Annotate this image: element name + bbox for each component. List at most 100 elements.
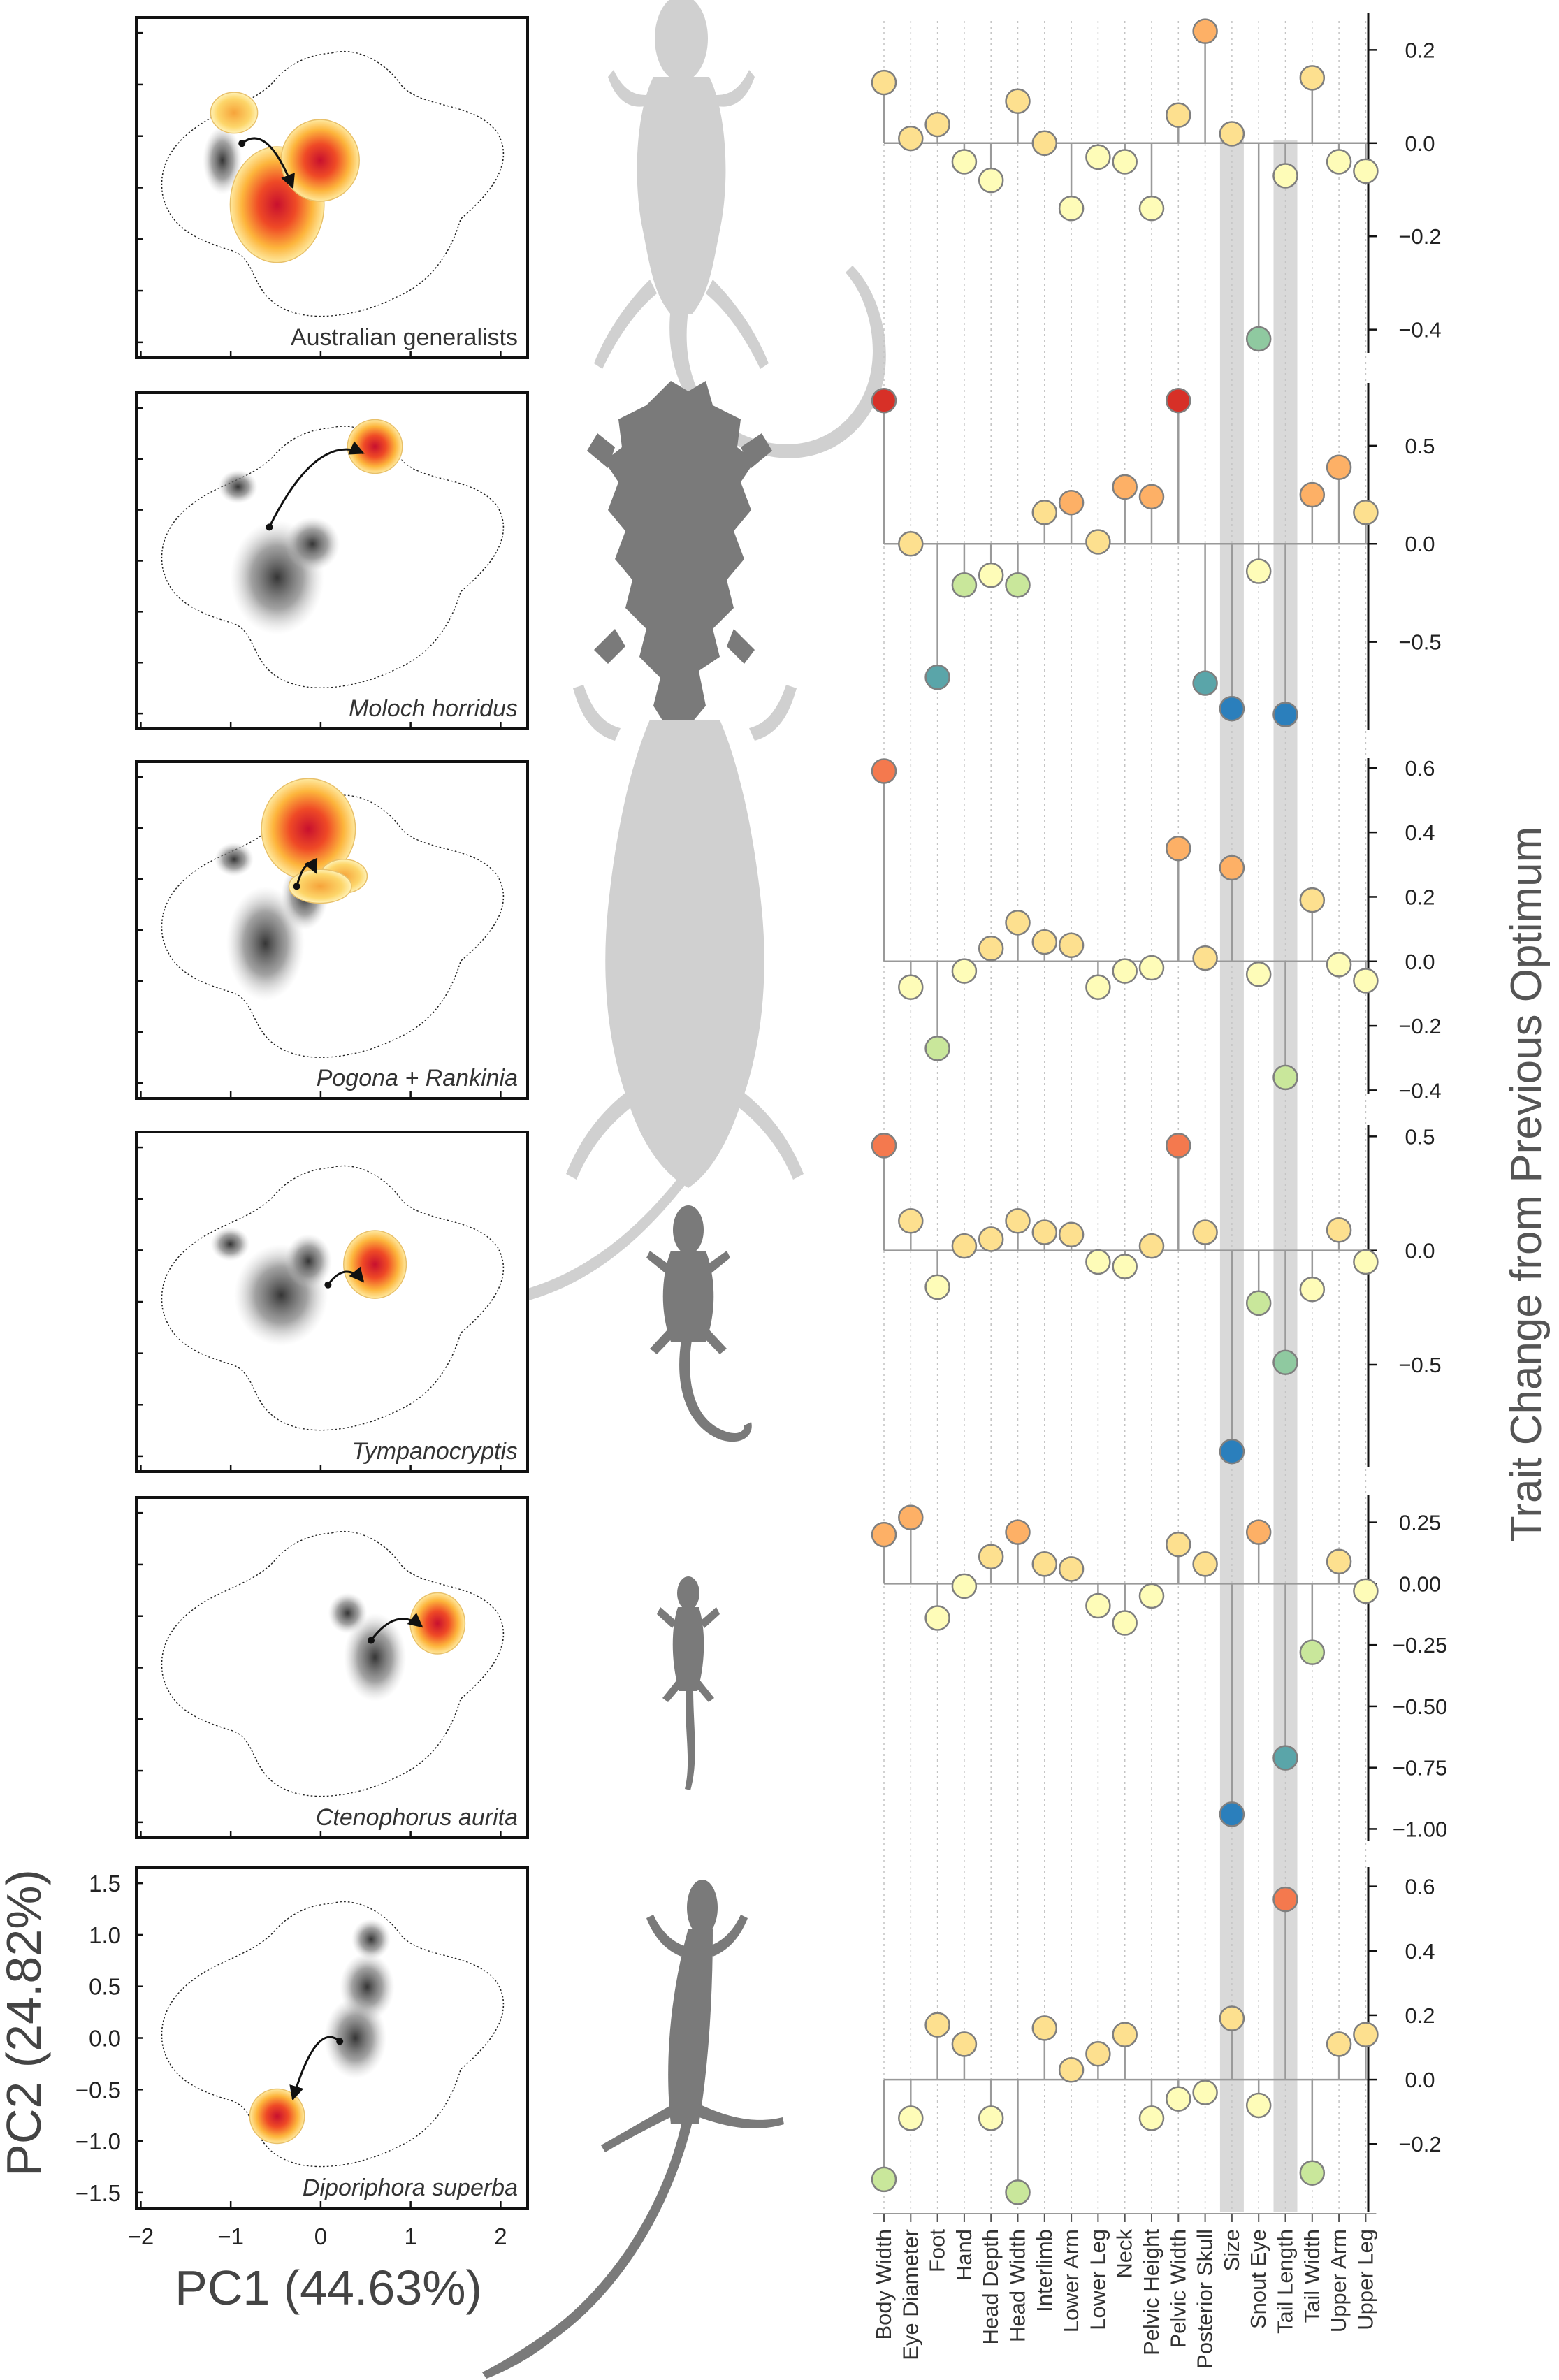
- trait-point-lower-leg: [1085, 144, 1111, 170]
- trait-point-upper-arm: [1326, 454, 1352, 480]
- trait-point-body-width: [871, 69, 897, 96]
- value-axis-tick-label: 0.5: [1405, 434, 1435, 458]
- trait-label-pelvic-height: Pelvic Height: [1139, 2229, 1163, 2356]
- trait-point-head-width: [1005, 2179, 1031, 2205]
- trait-point-posterior-skull: [1192, 945, 1218, 971]
- morphospace-outline: [161, 1530, 505, 1797]
- trait-label-body-width: Body Width: [871, 2229, 896, 2340]
- morphospace-panel-3: Pogona + Rankinia: [135, 760, 529, 1100]
- trait-point-lower-arm: [1058, 2057, 1085, 2083]
- trait-point-lower-arm: [1058, 932, 1085, 958]
- trait-label-upper-arm: Upper Arm: [1326, 2229, 1351, 2332]
- value-axis-tick-label: 0.2: [1405, 2003, 1435, 2028]
- pc2-tick-label: 0.0: [89, 2026, 121, 2052]
- morphospace-panel-4: Tympanocryptis: [135, 1131, 529, 1473]
- shift-arrow: [327, 1266, 365, 1286]
- trait-point-head-width: [1005, 910, 1031, 936]
- value-axis-tick-label: 0.0: [1405, 532, 1435, 556]
- trait-point-hand: [951, 1233, 978, 1259]
- trait-point-neck: [1112, 1254, 1138, 1279]
- morphospace-outline: [161, 1165, 505, 1431]
- trait-label-hand: Hand: [952, 2229, 976, 2281]
- trait-point-lower-arm: [1058, 1221, 1085, 1248]
- trait-point-upper-arm: [1326, 1217, 1352, 1243]
- value-axis-tick-label: −0.4: [1398, 318, 1441, 342]
- trait-point-head-depth: [978, 1226, 1004, 1252]
- trait-point-snout-eye: [1245, 558, 1272, 584]
- trait-point-hand: [951, 572, 978, 598]
- trait-panel-5: −1.00 −0.75 −0.50 −0.25 0.00 0.25: [871, 1495, 1447, 1841]
- trait-label-lower-leg: Lower Leg: [1085, 2229, 1110, 2330]
- trait-point-posterior-skull: [1192, 2080, 1218, 2105]
- trait-axis-labels: Body Width Eye Diameter Foot Hand Head Depth…: [871, 2213, 1377, 2369]
- shift-arrow: [241, 137, 295, 189]
- trait-point-size: [1219, 1438, 1245, 1465]
- shift-origin-dot: [368, 1637, 375, 1644]
- pc1-axis-title: PC1 (44.63%): [175, 2261, 482, 2315]
- trait-point-upper-leg: [1353, 2022, 1379, 2047]
- trait-point-head-depth: [978, 2105, 1004, 2131]
- morphospace-frame: [135, 1131, 529, 1473]
- trait-point-pelvic-height: [1138, 955, 1165, 981]
- trait-point-foot: [924, 1274, 950, 1300]
- pc2-axis-title: PC2 (24.82%): [0, 1869, 51, 2177]
- morphospace-panels: Australian generalists Moloch horridus Pog…: [135, 16, 529, 2210]
- trait-point-tail-width: [1299, 2160, 1326, 2186]
- trait-point-pelvic-width: [1166, 2086, 1191, 2112]
- trait-point-tail-length: [1272, 1349, 1298, 1375]
- value-axis-tick-label: 0.6: [1405, 1875, 1435, 1899]
- clade-label: Pogona + Rankinia: [317, 1065, 518, 1091]
- lizard-silhouette-ctenophorus: [657, 1576, 720, 1790]
- trait-point-foot: [924, 1605, 950, 1631]
- shift-arrow: [268, 441, 365, 528]
- value-axis-tick-label: 0.4: [1405, 1939, 1435, 1964]
- trait-label-interlimb: Interlimb: [1032, 2229, 1057, 2312]
- lizard-silhouette-moloch: [587, 381, 772, 755]
- trait-point-tail-width: [1299, 1276, 1326, 1303]
- trait-point-body-width: [871, 1133, 897, 1159]
- morphospace-panel-5: Ctenophorus aurita: [135, 1496, 529, 1839]
- morphospace-outline: [161, 426, 505, 688]
- morphospace-outline: [161, 794, 505, 1058]
- pc2-tick-label: 1.5: [89, 1871, 121, 1896]
- trait-point-size: [1219, 1801, 1245, 1827]
- trait-point-head-width: [1005, 1207, 1031, 1234]
- trait-point-neck: [1112, 1610, 1138, 1636]
- trait-point-body-width: [871, 758, 897, 784]
- trait-point-hand: [951, 1573, 978, 1599]
- value-axis-tick-label: 0.0: [1405, 1239, 1435, 1263]
- value-axis-tick-label: −0.5: [1398, 1353, 1441, 1377]
- pc2-tick-label: −0.5: [75, 2077, 121, 2103]
- trait-point-head-width: [1005, 1519, 1031, 1545]
- trait-panel-2: −0.5 0.0 0.5: [871, 383, 1442, 730]
- trait-point-tail-length: [1272, 1064, 1298, 1091]
- trait-point-upper-leg: [1353, 158, 1379, 184]
- trait-label-upper-leg: Upper Leg: [1353, 2229, 1377, 2330]
- trait-point-body-width: [871, 1521, 897, 1548]
- trait-point-size: [1219, 2005, 1245, 2031]
- trait-point-pelvic-width: [1166, 388, 1191, 414]
- trait-point-eye-diameter: [898, 530, 924, 557]
- value-axis-tick-label: 0.6: [1405, 756, 1435, 781]
- trait-point-neck: [1112, 149, 1138, 175]
- trait-point-upper-arm: [1326, 1548, 1352, 1575]
- trait-point-snout-eye: [1245, 961, 1272, 987]
- pc1-tick-label: 2: [494, 2223, 507, 2249]
- shifted-density-blob: [288, 869, 352, 904]
- trait-point-snout-eye: [1245, 1519, 1272, 1545]
- trait-point-lower-leg: [1085, 1592, 1111, 1619]
- trait-point-interlimb: [1031, 500, 1058, 525]
- pc1-tick-label: −1: [217, 2223, 244, 2249]
- trait-point-posterior-skull: [1192, 1219, 1218, 1245]
- trait-point-lower-leg: [1085, 1249, 1111, 1275]
- trait-point-interlimb: [1031, 130, 1058, 157]
- trait-point-hand: [951, 2031, 978, 2057]
- trait-point-pelvic-width: [1166, 1531, 1191, 1558]
- morphospace-outline: [161, 50, 505, 317]
- trait-point-body-width: [871, 388, 897, 414]
- trait-point-interlimb: [1031, 929, 1058, 955]
- pc2-tick-label: 0.5: [89, 1974, 121, 2000]
- shifted-density-blob: [249, 2088, 305, 2145]
- trait-point-body-width: [871, 2166, 897, 2193]
- trait-point-head-depth: [978, 167, 1004, 194]
